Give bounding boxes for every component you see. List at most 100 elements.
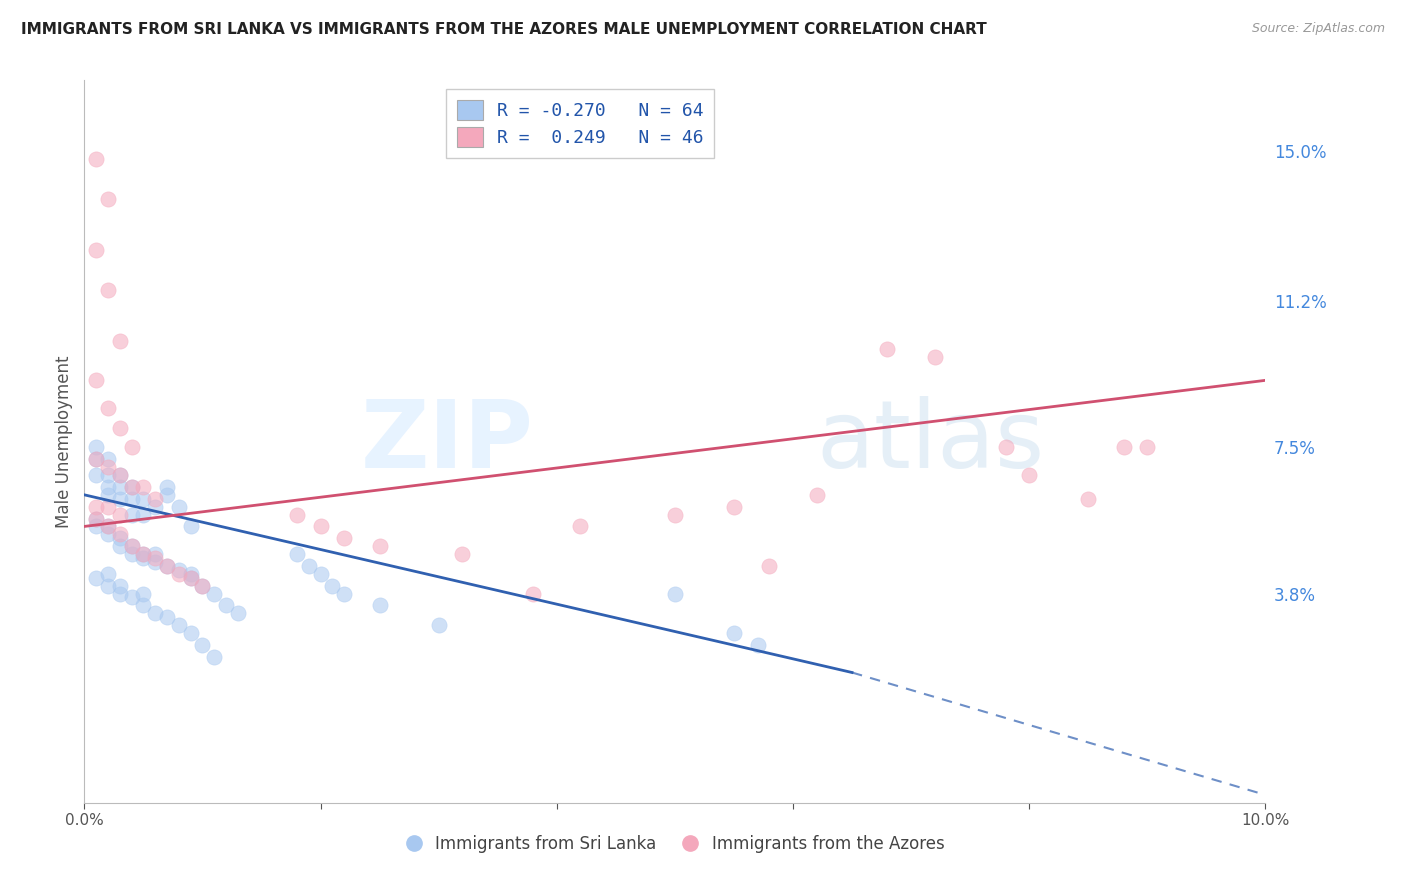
Point [108, 421, 131, 435]
Point [156, 558, 179, 573]
Text: Source: ZipAtlas.com: Source: ZipAtlas.com [1251, 22, 1385, 36]
Point [723, 500, 745, 514]
Point [806, 488, 828, 502]
Point [191, 638, 214, 652]
Point [97, 488, 120, 502]
Point [84, 153, 107, 167]
Point [202, 586, 225, 600]
Point [143, 547, 166, 561]
Point [132, 547, 155, 561]
Text: atlas: atlas [817, 395, 1045, 488]
Point [121, 491, 143, 506]
Point [1077, 491, 1099, 506]
Point [180, 519, 202, 533]
Point [226, 607, 249, 621]
Point [758, 558, 780, 573]
Point [132, 491, 155, 506]
Point [108, 531, 131, 545]
Point [108, 480, 131, 494]
Point [156, 610, 179, 624]
Point [84, 452, 107, 467]
Point [994, 441, 1017, 455]
Point [121, 539, 143, 553]
Point [97, 192, 120, 206]
Point [84, 500, 107, 514]
Point [108, 539, 131, 553]
Point [132, 480, 155, 494]
Point [333, 586, 356, 600]
Point [97, 527, 120, 541]
Point [108, 468, 131, 483]
Point [108, 334, 131, 348]
Point [321, 579, 343, 593]
Point [285, 547, 308, 561]
Point [121, 591, 143, 605]
Point [723, 626, 745, 640]
Point [132, 586, 155, 600]
Point [876, 342, 898, 356]
Point [108, 508, 131, 522]
Point [84, 519, 107, 533]
Point [180, 571, 202, 585]
Point [298, 558, 321, 573]
Point [191, 579, 214, 593]
Point [97, 460, 120, 475]
Point [156, 480, 179, 494]
Point [84, 243, 107, 257]
Point [97, 566, 120, 581]
Point [84, 441, 107, 455]
Point [97, 401, 120, 415]
Point [1136, 441, 1159, 455]
Point [1112, 441, 1135, 455]
Point [167, 500, 190, 514]
Point [121, 480, 143, 494]
Point [97, 579, 120, 593]
Point [121, 539, 143, 553]
Point [156, 488, 179, 502]
Point [569, 519, 592, 533]
Point [202, 649, 225, 664]
Point [84, 511, 107, 525]
Point [132, 547, 155, 561]
Point [180, 571, 202, 585]
Point [664, 586, 686, 600]
Point [924, 350, 946, 364]
Point [333, 531, 356, 545]
Point [97, 519, 120, 533]
Point [97, 283, 120, 297]
Point [167, 563, 190, 577]
Point [451, 547, 474, 561]
Point [143, 607, 166, 621]
Point [167, 566, 190, 581]
Point [368, 599, 391, 613]
Point [180, 566, 202, 581]
Point [132, 599, 155, 613]
Point [108, 468, 131, 483]
Point [97, 452, 120, 467]
Point [143, 500, 166, 514]
Point [191, 579, 214, 593]
Point [121, 547, 143, 561]
Point [108, 491, 131, 506]
Point [84, 511, 107, 525]
Point [84, 373, 107, 387]
Point [156, 558, 179, 573]
Legend: Immigrants from Sri Lanka, Immigrants from the Azores: Immigrants from Sri Lanka, Immigrants fr… [399, 828, 950, 860]
Text: IMMIGRANTS FROM SRI LANKA VS IMMIGRANTS FROM THE AZORES MALE UNEMPLOYMENT CORREL: IMMIGRANTS FROM SRI LANKA VS IMMIGRANTS … [21, 22, 987, 37]
Y-axis label: Male Unemployment: Male Unemployment [55, 355, 73, 528]
Point [143, 491, 166, 506]
Point [285, 508, 308, 522]
Point [1018, 468, 1040, 483]
Point [97, 500, 120, 514]
Point [143, 555, 166, 569]
Point [108, 527, 131, 541]
Point [97, 519, 120, 533]
Point [84, 468, 107, 483]
Point [167, 618, 190, 632]
Point [309, 566, 332, 581]
Point [121, 480, 143, 494]
Point [664, 508, 686, 522]
Point [97, 480, 120, 494]
Point [747, 638, 769, 652]
Point [132, 551, 155, 566]
